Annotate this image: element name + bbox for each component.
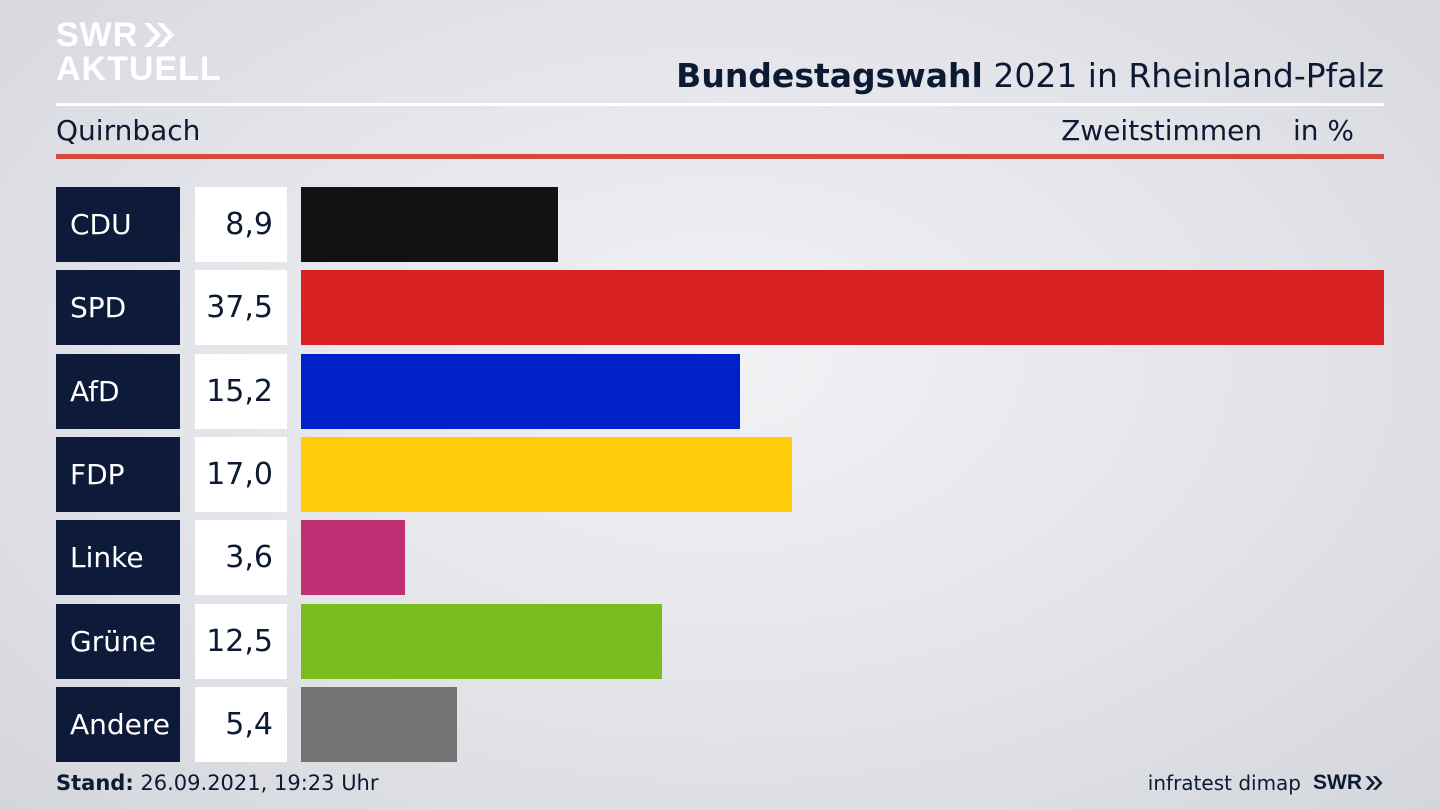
logo-line1: SWR xyxy=(56,16,139,54)
measure-name: Zweitstimmen xyxy=(1061,114,1263,147)
location-label: Quirnbach xyxy=(56,114,201,147)
bar-row-grüne: Grüne 12,5 xyxy=(56,603,1384,679)
title-bold: Bundestagswahl xyxy=(676,56,983,95)
bar-cdu xyxy=(301,187,559,262)
header-divider xyxy=(56,103,1384,106)
title-rest: 2021 in Rheinland-Pfalz xyxy=(993,56,1384,95)
party-label: Linke xyxy=(56,520,180,596)
source-credit: infratest dimap SWR xyxy=(1148,771,1384,795)
measure-label: Zweitstimmen in % xyxy=(1061,114,1354,147)
stand-value: 26.09.2021, 19:23 Uhr xyxy=(140,771,379,795)
bar-linke xyxy=(301,520,405,596)
party-label: CDU xyxy=(56,187,180,262)
party-label: FDP xyxy=(56,436,180,512)
logo-line2: AKTUELL xyxy=(56,50,222,88)
swr-footer-text: SWR xyxy=(1313,771,1362,794)
value-label: 8,9 xyxy=(195,187,287,262)
party-label: SPD xyxy=(56,270,180,346)
value-label: 17,0 xyxy=(195,436,287,512)
page-title: Bundestagswahl 2021 in Rheinland-Pfalz xyxy=(676,56,1384,95)
bar-row-linke: Linke 3,6 xyxy=(56,520,1384,596)
bar-row-afd: AfD 15,2 xyxy=(56,353,1384,429)
bar-spd xyxy=(301,270,1384,346)
bar-chart: CDU 8,9 SPD 37,5 AfD 15,2 FDP 17,0 Linke 3,6 Grüne… xyxy=(56,187,1384,762)
party-label: Grüne xyxy=(56,603,180,679)
bar-afd xyxy=(301,353,740,429)
bar-row-cdu: CDU 8,9 xyxy=(56,187,1384,262)
value-label: 3,6 xyxy=(195,520,287,596)
accent-divider xyxy=(56,154,1384,159)
measure-unit: in % xyxy=(1292,114,1354,147)
value-label: 15,2 xyxy=(195,353,287,429)
double-chevron-icon xyxy=(142,21,176,49)
bar-andere xyxy=(301,686,457,762)
swr-aktuell-logo: SWR AKTUELL xyxy=(56,18,222,86)
value-label: 37,5 xyxy=(195,270,287,346)
value-label: 12,5 xyxy=(195,603,287,679)
bar-row-fdp: FDP 17,0 xyxy=(56,436,1384,512)
value-label: 5,4 xyxy=(195,686,287,762)
stand-label: Stand: xyxy=(56,771,134,795)
swr-footer-logo: SWR xyxy=(1313,771,1384,795)
source-name: infratest dimap xyxy=(1147,771,1301,795)
bar-fdp xyxy=(301,436,792,512)
double-chevron-icon xyxy=(1365,776,1383,790)
bar-row-spd: SPD 37,5 xyxy=(56,270,1384,346)
party-label: AfD xyxy=(56,353,180,429)
party-label: Andere xyxy=(56,686,180,762)
timestamp: Stand: 26.09.2021, 19:23 Uhr xyxy=(56,771,379,795)
bar-row-andere: Andere 5,4 xyxy=(56,686,1384,762)
bar-grüne xyxy=(301,603,662,679)
